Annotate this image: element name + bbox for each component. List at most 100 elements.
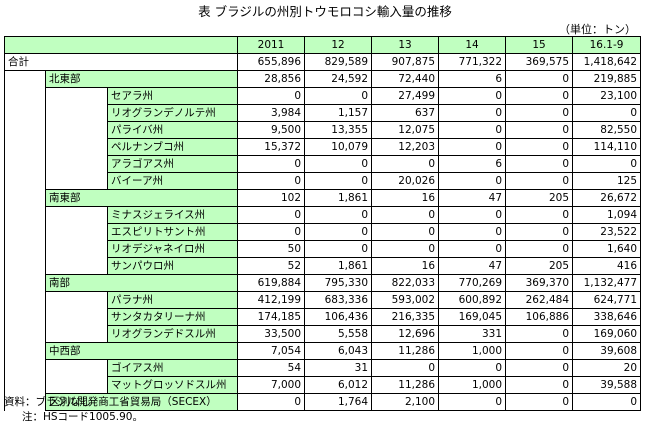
value-cell: 331 bbox=[438, 325, 507, 343]
value-cell: 683,336 bbox=[304, 291, 373, 309]
indent-cell bbox=[45, 104, 108, 122]
value-cell: 2,100 bbox=[371, 393, 440, 411]
value-cell: 13,355 bbox=[304, 121, 373, 139]
state-row: サンタカタリーナ州 174,185 106,436 216,335 169,045 106… bbox=[4, 308, 642, 326]
row-label: 南部 bbox=[44, 274, 239, 292]
value-cell: 20,026 bbox=[371, 172, 440, 190]
value-cell: 0 bbox=[572, 393, 642, 411]
value-cell: 219,885 bbox=[572, 70, 642, 88]
indent-cell bbox=[4, 70, 46, 88]
indent-cell bbox=[4, 87, 46, 105]
value-cell: 24,592 bbox=[304, 70, 373, 88]
value-cell: 0 bbox=[505, 121, 574, 139]
value-cell: 771,322 bbox=[438, 53, 507, 71]
value-cell: 54 bbox=[237, 359, 306, 377]
indent-cell bbox=[45, 87, 108, 105]
row-label: パライバ州 bbox=[106, 121, 239, 139]
value-cell: 205 bbox=[505, 257, 574, 275]
state-row: パラナ州 412,199 683,336 593,002 600,892 262,484 6… bbox=[4, 291, 642, 309]
indent-cell bbox=[45, 240, 108, 258]
value-cell: 0 bbox=[237, 87, 306, 105]
value-cell: 0 bbox=[505, 70, 574, 88]
value-cell: 174,185 bbox=[237, 308, 306, 326]
value-cell: 0 bbox=[371, 155, 440, 173]
value-cell: 6 bbox=[438, 155, 507, 173]
value-cell: 0 bbox=[505, 172, 574, 190]
row-label: ミナスジェライス州 bbox=[106, 206, 239, 224]
indent-cell bbox=[4, 291, 46, 309]
value-cell: 0 bbox=[371, 206, 440, 224]
value-cell: 0 bbox=[304, 87, 373, 105]
row-label: リオグランデドスル州 bbox=[106, 325, 239, 343]
row-label: アラゴアス州 bbox=[106, 155, 239, 173]
value-cell: 33,500 bbox=[237, 325, 306, 343]
value-cell: 31 bbox=[304, 359, 373, 377]
indent-cell bbox=[4, 223, 46, 241]
value-cell: 169,045 bbox=[438, 308, 507, 326]
source-note: 資料：ブラジル開発商工省貿易局（SECEX） bbox=[4, 396, 217, 408]
value-cell: 829,589 bbox=[304, 53, 373, 71]
value-cell: 0 bbox=[438, 104, 507, 122]
state-row: アラゴアス州 0 0 0 6 0 0 bbox=[4, 155, 642, 173]
value-cell: 262,484 bbox=[505, 291, 574, 309]
indent-cell bbox=[4, 325, 46, 343]
value-cell: 27,499 bbox=[371, 87, 440, 105]
value-cell: 0 bbox=[438, 138, 507, 156]
column-header: 14 bbox=[438, 36, 507, 54]
state-row: ペルナンブコ州 15,372 10,079 12,203 0 0 114,110 bbox=[4, 138, 642, 156]
value-cell: 795,330 bbox=[304, 274, 373, 292]
region-row: 南東部 102 1,861 16 47 205 26,672 bbox=[4, 189, 642, 207]
indent-cell bbox=[45, 291, 108, 309]
value-cell: 39,608 bbox=[572, 342, 642, 360]
indent-cell bbox=[4, 121, 46, 139]
value-cell: 50 bbox=[237, 240, 306, 258]
value-cell: 23,522 bbox=[572, 223, 642, 241]
value-cell: 0 bbox=[505, 376, 574, 394]
value-cell: 0 bbox=[304, 223, 373, 241]
value-cell: 1,000 bbox=[438, 376, 507, 394]
value-cell: 416 bbox=[572, 257, 642, 275]
indent-cell bbox=[45, 206, 108, 224]
region-row: 中西部 7,054 6,043 11,286 1,000 0 39,608 bbox=[4, 342, 642, 360]
value-cell: 169,060 bbox=[572, 325, 642, 343]
value-cell: 1,000 bbox=[438, 342, 507, 360]
header-corner bbox=[3, 36, 239, 54]
indent-cell bbox=[45, 257, 108, 275]
value-cell: 0 bbox=[237, 393, 306, 411]
row-label: バイーア州 bbox=[106, 172, 239, 190]
value-cell: 16 bbox=[371, 257, 440, 275]
value-cell: 0 bbox=[505, 104, 574, 122]
indent-cell bbox=[4, 155, 46, 173]
value-cell: 5,558 bbox=[304, 325, 373, 343]
value-cell: 216,335 bbox=[371, 308, 440, 326]
value-cell: 369,370 bbox=[505, 274, 574, 292]
state-row: リオグランデノルテ州 3,984 1,157 637 0 0 0 bbox=[4, 104, 642, 122]
value-cell: 0 bbox=[304, 155, 373, 173]
indent-cell bbox=[4, 206, 46, 224]
value-cell: 1,640 bbox=[572, 240, 642, 258]
value-cell: 11,286 bbox=[371, 376, 440, 394]
row-label: セアラ州 bbox=[106, 87, 239, 105]
value-cell: 0 bbox=[505, 206, 574, 224]
value-cell: 770,269 bbox=[438, 274, 507, 292]
value-cell: 1,157 bbox=[304, 104, 373, 122]
value-cell: 0 bbox=[371, 240, 440, 258]
value-cell: 82,550 bbox=[572, 121, 642, 139]
indent-cell bbox=[45, 172, 108, 190]
state-row: サンパウロ州 52 1,861 16 47 205 416 bbox=[4, 257, 642, 275]
value-cell: 10,079 bbox=[304, 138, 373, 156]
region-row: 区別なし 0 1,764 2,100 0 0 0 bbox=[4, 393, 642, 411]
row-label: サンタカタリーナ州 bbox=[106, 308, 239, 326]
value-cell: 0 bbox=[438, 393, 507, 411]
indent-cell bbox=[4, 274, 46, 292]
region-row: 南部 619,884 795,330 822,033 770,269 369,370 1,1… bbox=[4, 274, 642, 292]
value-cell: 1,094 bbox=[572, 206, 642, 224]
value-cell: 822,033 bbox=[371, 274, 440, 292]
value-cell: 6,012 bbox=[304, 376, 373, 394]
value-cell: 1,132,477 bbox=[572, 274, 642, 292]
value-cell: 412,199 bbox=[237, 291, 306, 309]
indent-cell bbox=[4, 138, 46, 156]
row-label: 中西部 bbox=[44, 342, 239, 360]
value-cell: 0 bbox=[505, 223, 574, 241]
value-cell: 102 bbox=[237, 189, 306, 207]
